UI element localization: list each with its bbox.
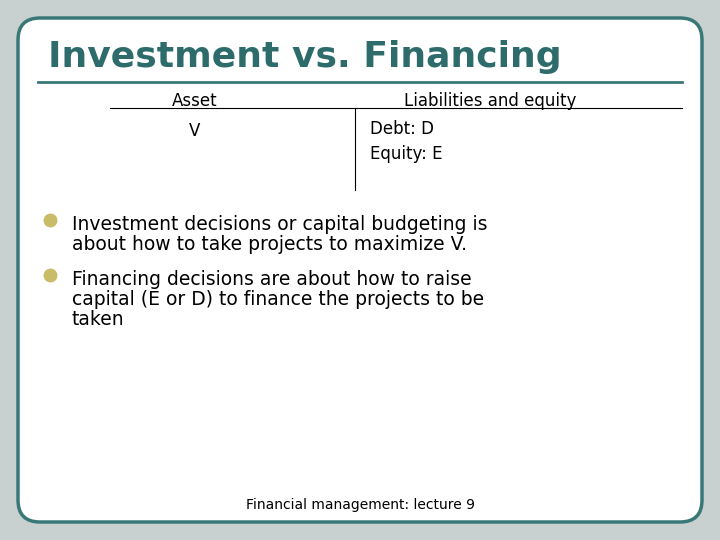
Text: V: V	[189, 122, 201, 140]
Text: Debt: D: Debt: D	[370, 120, 434, 138]
Text: Asset: Asset	[172, 92, 218, 110]
Text: Equity: E: Equity: E	[370, 145, 443, 163]
Text: about how to take projects to maximize V.: about how to take projects to maximize V…	[72, 235, 467, 254]
Text: Investment vs. Financing: Investment vs. Financing	[48, 40, 562, 74]
FancyBboxPatch shape	[18, 18, 702, 522]
Text: Liabilities and equity: Liabilities and equity	[404, 92, 576, 110]
Text: Financing decisions are about how to raise: Financing decisions are about how to rai…	[72, 270, 472, 289]
Text: capital (E or D) to finance the projects to be: capital (E or D) to finance the projects…	[72, 290, 484, 309]
Text: taken: taken	[72, 310, 125, 329]
Text: Investment decisions or capital budgeting is: Investment decisions or capital budgetin…	[72, 215, 487, 234]
Text: Financial management: lecture 9: Financial management: lecture 9	[246, 498, 474, 512]
